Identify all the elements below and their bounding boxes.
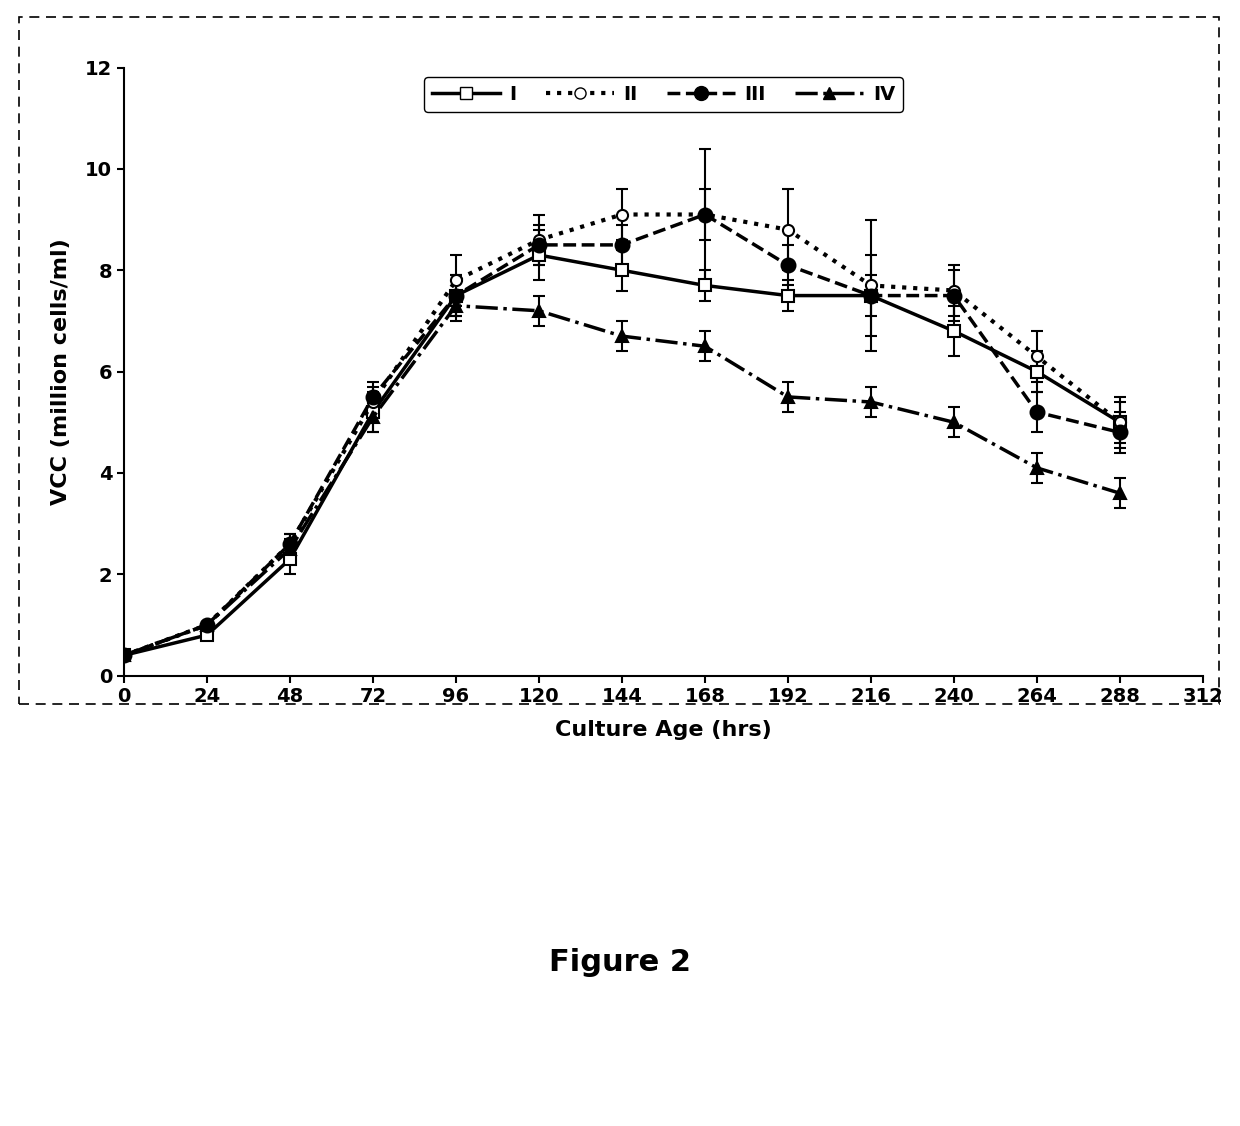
Y-axis label: VCC (million cells/ml): VCC (million cells/ml) — [51, 239, 71, 504]
Legend: I, II, III, IV: I, II, III, IV — [424, 78, 903, 111]
X-axis label: Culture Age (hrs): Culture Age (hrs) — [556, 721, 771, 740]
Text: Figure 2: Figure 2 — [549, 948, 691, 977]
